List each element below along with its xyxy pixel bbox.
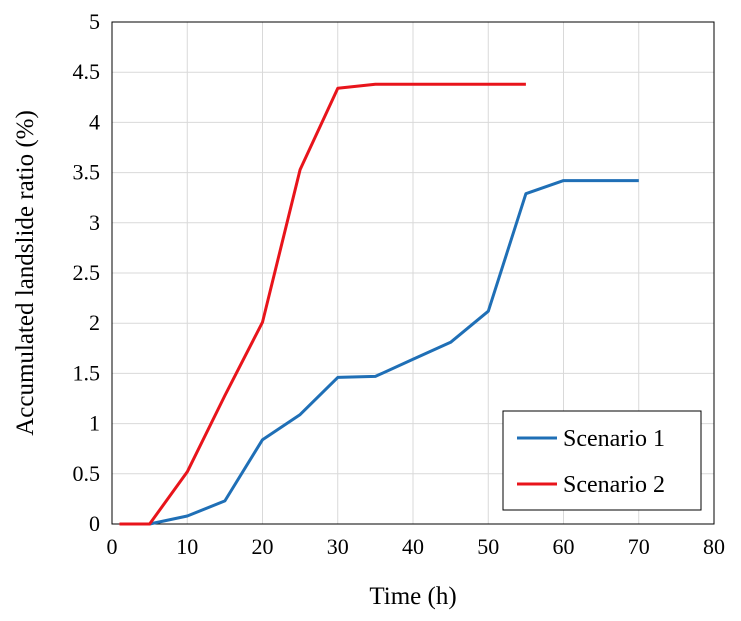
y-tick-label: 1.5 (73, 360, 101, 385)
y-tick-label: 2 (89, 310, 100, 335)
legend-label-scenario-2: Scenario 2 (563, 472, 665, 498)
series-line-scenario-1 (119, 179, 639, 526)
x-tick-label: 0 (107, 534, 118, 559)
y-tick-label: 3 (89, 210, 100, 235)
y-axis-label: Accumulated landslide ratio (%) (12, 110, 39, 436)
x-tick-label: 30 (327, 534, 349, 559)
x-tick-label: 40 (402, 534, 424, 559)
legend-box (502, 410, 702, 511)
x-tick-label: 10 (176, 534, 198, 559)
y-tick-label: 0 (89, 511, 100, 536)
x-axis-label: Time (h) (369, 583, 456, 610)
series-group (119, 82, 639, 526)
x-tick-label: 80 (703, 534, 725, 559)
series-line-scenario-2 (119, 82, 526, 526)
x-tick-label: 20 (252, 534, 274, 559)
plot-frame (111, 21, 715, 525)
y-tick-label: 1 (89, 411, 100, 436)
x-tick-label: 70 (628, 534, 650, 559)
y-tick-label: 0.5 (73, 461, 101, 486)
x-tick-label: 50 (477, 534, 499, 559)
tick-labels: 0 10 20 30 40 50 60 70 80 0 0.5 1 1.5 2 2.5 3 3.5 4 4.5 5 (73, 9, 726, 559)
y-tick-label: 3.5 (73, 160, 101, 185)
legend-label-scenario-1: Scenario 1 (563, 426, 665, 452)
legend: Scenario 1 Scenario 2 (502, 410, 702, 511)
y-tick-label: 2.5 (73, 260, 101, 285)
x-tick-label: 60 (553, 534, 575, 559)
y-tick-label: 4.5 (73, 59, 101, 84)
grid-lines (112, 22, 714, 524)
y-tick-label: 5 (89, 9, 100, 34)
y-tick-label: 4 (89, 109, 100, 134)
